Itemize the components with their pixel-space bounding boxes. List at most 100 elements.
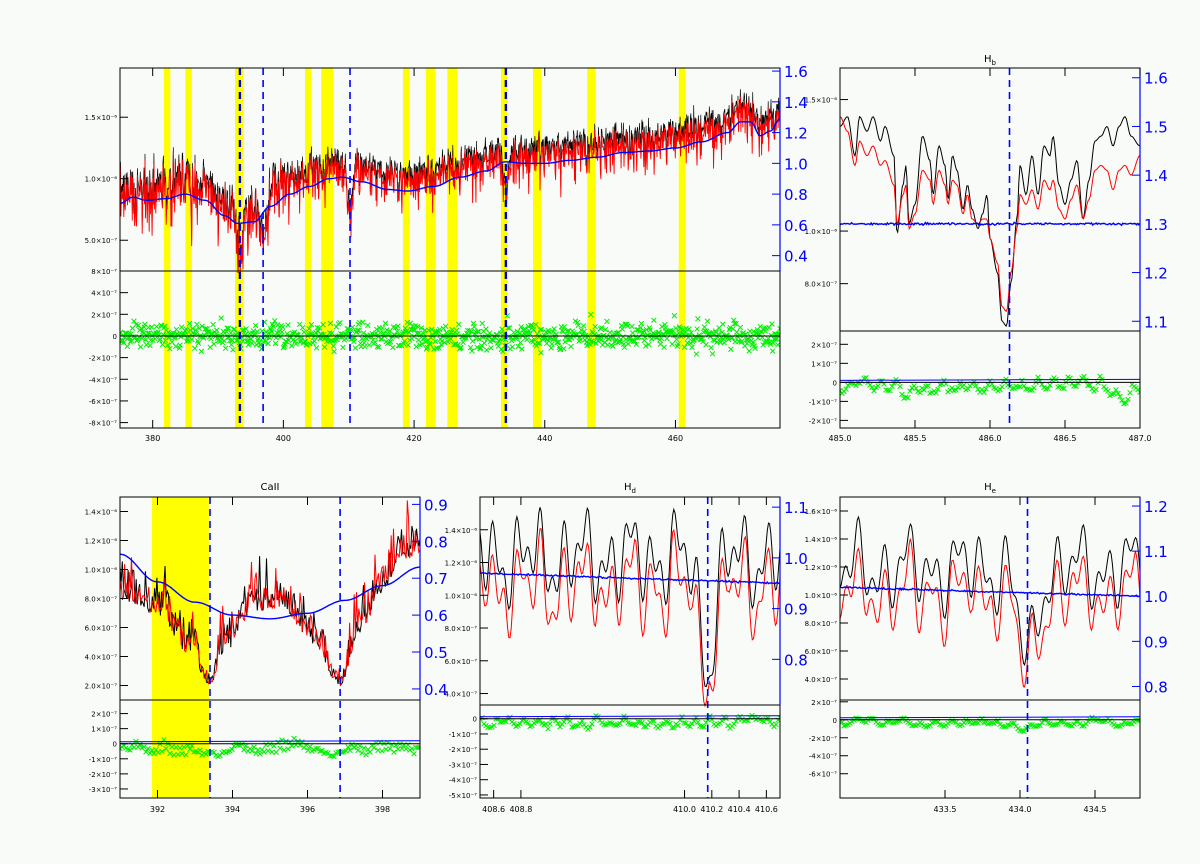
- residual-point: [933, 390, 939, 396]
- residual-point: [371, 744, 377, 751]
- residual-point: [1023, 386, 1029, 392]
- residual-point: [773, 721, 779, 728]
- residual-point: [195, 340, 202, 346]
- residual-point: [409, 745, 415, 752]
- residual-point: [224, 325, 230, 331]
- residual-point: [598, 337, 604, 343]
- residual-point: [925, 383, 931, 389]
- plot-area-Hb: [840, 68, 1140, 428]
- residual-point: [651, 317, 657, 324]
- residual-point: [513, 333, 520, 340]
- residual-point: [525, 720, 531, 726]
- x-tick-label: 392: [150, 805, 165, 814]
- residual-point: [432, 338, 439, 345]
- residual-point: [319, 747, 325, 754]
- y-tick-label-right: 1.2: [784, 125, 808, 143]
- residual-point: [127, 747, 133, 753]
- continuum-fit-line: [840, 221, 1140, 227]
- panel-title-main: CaII: [260, 482, 279, 493]
- residual-point: [1017, 727, 1023, 734]
- residual-point: [614, 330, 620, 336]
- residual-point: [476, 336, 483, 342]
- model-spectrum-line: [840, 538, 1140, 688]
- residual-point: [619, 326, 626, 332]
- residual-point: [547, 721, 553, 727]
- y-tick-label-right: 0.8: [424, 533, 448, 551]
- residual-point: [340, 344, 346, 351]
- y-tick-label-right: 1.0: [1144, 588, 1168, 606]
- residual-point: [1071, 383, 1077, 389]
- residual-point: [1039, 719, 1045, 726]
- residual-point: [466, 332, 472, 338]
- y-tick-label-left: 2.0×10⁻⁷: [85, 683, 118, 691]
- residual-point: [350, 335, 356, 342]
- y-tick-label-right: 0.8: [784, 651, 808, 669]
- y-tick-label-right: 1.0: [784, 155, 808, 173]
- residual-point: [701, 724, 707, 730]
- residual-point: [411, 750, 417, 757]
- residual-point: [360, 330, 367, 336]
- residual-point: [189, 336, 195, 343]
- y-tick-label-right: 0.9: [1144, 633, 1168, 651]
- residual-point: [161, 323, 168, 329]
- residual-point: [533, 718, 539, 725]
- residual-point: [519, 346, 525, 352]
- residual-point: [265, 340, 271, 347]
- plot-area-CaII: [120, 497, 420, 798]
- residual-tick-label: 8×10⁻⁷: [91, 268, 117, 276]
- residual-point: [193, 748, 199, 755]
- residual-tick-label: -6×10⁻⁷: [809, 771, 837, 779]
- residual-point: [1047, 382, 1053, 388]
- residual-point: [673, 325, 679, 332]
- residual-tick-label: -1×10⁻⁷: [809, 398, 837, 406]
- residual-tick-label: -2×10⁻⁷: [809, 735, 837, 743]
- residual-point: [486, 330, 493, 336]
- residual-point: [147, 342, 153, 349]
- residual-point: [352, 345, 359, 351]
- residual-tick-label: -3×10⁻⁷: [89, 786, 117, 794]
- model-spectrum-line: [840, 116, 1140, 313]
- residual-point: [999, 384, 1005, 390]
- residual-point: [131, 318, 137, 324]
- y-tick-label-left: 1.4×10⁻⁶: [445, 527, 478, 535]
- residual-point: [230, 347, 236, 353]
- residual-point: [1137, 717, 1140, 724]
- residual-point: [769, 348, 776, 354]
- residual-point: [359, 335, 365, 342]
- y-tick-label-right: 0.5: [424, 644, 448, 662]
- residual-point: [766, 324, 772, 331]
- x-tick-label: 408.6: [482, 805, 505, 814]
- residual-point: [624, 323, 631, 329]
- mask-band: [587, 68, 596, 428]
- residual-point: [843, 386, 849, 392]
- y-tick-label-right: 1.4: [784, 94, 808, 112]
- residual-point: [703, 342, 709, 348]
- residual-point: [403, 746, 409, 752]
- observed-spectrum-line: [480, 506, 780, 688]
- residual-point: [587, 724, 593, 731]
- residual-point: [228, 341, 235, 348]
- residual-point: [750, 339, 756, 346]
- residual-point: [412, 327, 418, 333]
- residual-point: [688, 330, 695, 336]
- residual-point: [417, 744, 420, 751]
- y-tick-label-right: 0.4: [424, 681, 448, 699]
- mask-band: [304, 68, 312, 428]
- residual-point: [777, 715, 780, 721]
- residual-point: [140, 330, 147, 336]
- residual-point: [761, 325, 767, 331]
- residual-point: [703, 328, 710, 334]
- residual-point: [249, 340, 255, 347]
- residual-point: [633, 341, 640, 348]
- x-tick-label: 410.2: [700, 805, 723, 814]
- residual-point: [577, 720, 583, 727]
- residual-point: [134, 336, 141, 343]
- residual-series: [480, 712, 780, 733]
- residual-point: [731, 721, 737, 727]
- residual-point: [517, 721, 523, 727]
- residual-point: [192, 345, 198, 352]
- y-tick-label-right: 0.7: [424, 570, 448, 588]
- residual-point: [255, 335, 262, 342]
- residual-point: [727, 324, 733, 331]
